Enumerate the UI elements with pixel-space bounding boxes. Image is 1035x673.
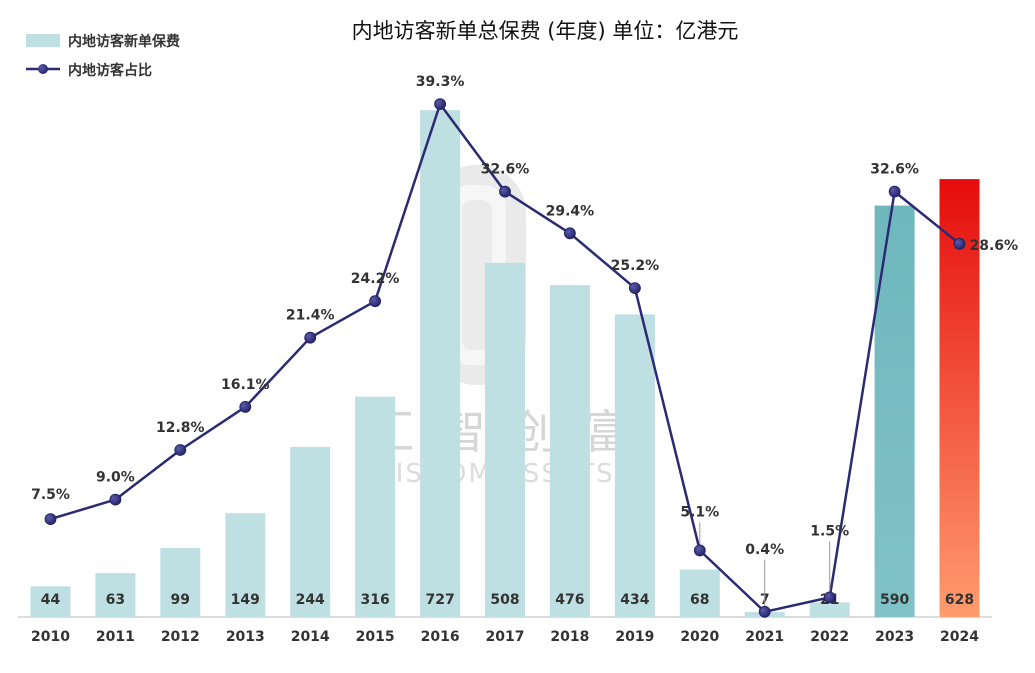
bars-layer (30, 110, 980, 617)
x-tick-2015: 2015 (356, 629, 395, 645)
pct-label-2023: 32.6% (870, 162, 919, 178)
line-point-2023[interactable] (888, 185, 901, 198)
line-point-2013[interactable] (239, 400, 252, 413)
legend: 内地访客新单保费 内地访客占比 (26, 33, 180, 79)
bar-2016[interactable] (420, 110, 461, 617)
bar-value-label-2017: 508 (490, 592, 519, 608)
x-tick-2020: 2020 (680, 629, 719, 645)
pct-label-2022: 1.5% (810, 523, 849, 539)
bar-2014[interactable] (290, 446, 331, 617)
bar-value-label-2024: 628 (945, 592, 974, 608)
line-point-2019[interactable] (629, 282, 641, 295)
line-point-2022[interactable] (823, 591, 836, 604)
legend-bar-swatch (26, 34, 60, 47)
x-tick-2019: 2019 (615, 629, 654, 645)
legend-marker-icon (38, 64, 48, 74)
line-point-2010[interactable] (44, 513, 57, 525)
line-point-2016[interactable] (434, 98, 447, 110)
bar-2018[interactable] (549, 285, 590, 617)
x-tick-2016: 2016 (421, 629, 460, 645)
x-tick-2022: 2022 (810, 629, 849, 645)
pct-label-2014: 21.4% (286, 308, 335, 324)
bar-value-label-2019: 434 (620, 592, 649, 608)
pct-label-2024: 28.6% (970, 238, 1019, 254)
bar-2011[interactable] (95, 573, 136, 617)
bar-2023[interactable] (874, 205, 915, 617)
pct-label-2019: 25.2% (611, 258, 660, 274)
bar-2013[interactable] (225, 513, 266, 617)
line-layer (44, 98, 966, 618)
bar-2020[interactable] (679, 569, 720, 617)
x-tick-2013: 2013 (226, 629, 265, 645)
bar-2024[interactable] (939, 179, 980, 617)
bar-value-label-2023: 590 (880, 592, 909, 608)
x-tick-2012: 2012 (161, 629, 200, 645)
line-point-2020[interactable] (693, 544, 706, 557)
pct-label-2018: 29.4% (546, 203, 595, 219)
bar-value-label-2018: 476 (555, 592, 584, 608)
chart-title: 内地访客新单总保费 (年度) 单位：亿港元 (352, 19, 739, 43)
pct-label-2010: 7.5% (31, 487, 70, 503)
x-tick-2024: 2024 (940, 629, 979, 645)
bar-value-label-2011: 63 (106, 592, 125, 608)
bar-value-label-2010: 44 (41, 592, 61, 608)
bar-value-label-2013: 149 (231, 592, 260, 608)
bar-value-label-2015: 316 (360, 592, 389, 608)
pct-labels-layer: 7.5% 9.0% 12.8% 16.1% 21.4% 24.2% 39.3% 32.6% 29… (31, 74, 1018, 606)
bar-value-label-2016: 727 (425, 592, 454, 608)
line-point-2021[interactable] (758, 605, 771, 618)
pct-label-2020: 5.1% (680, 504, 719, 520)
pct-label-2011: 9.0% (96, 470, 135, 486)
bar-2022[interactable] (809, 602, 850, 617)
legend-item-line[interactable]: 内地访客占比 (26, 62, 152, 79)
pct-label-2021: 0.4% (745, 542, 784, 558)
x-tick-labels: 2010 2011 2012 2013 2014 2015 2016 2017 2018 2019… (31, 629, 979, 645)
x-tick-2021: 2021 (745, 629, 784, 645)
line-point-2015[interactable] (369, 295, 382, 308)
legend-item-bars[interactable]: 内地访客新单保费 (26, 33, 180, 50)
bar-2012[interactable] (160, 548, 201, 617)
x-tick-2014: 2014 (291, 629, 330, 645)
bar-2019[interactable] (614, 314, 655, 617)
bar-2015[interactable] (355, 396, 396, 617)
line-point-2014[interactable] (304, 331, 317, 344)
line-point-2012[interactable] (174, 444, 187, 456)
legend-label-bars: 内地访客新单保费 (68, 33, 180, 50)
line-point-2011[interactable] (109, 493, 122, 506)
line-point-2024[interactable] (953, 237, 966, 250)
bar-value-label-2014: 244 (296, 592, 325, 608)
pct-label-2013: 16.1% (221, 377, 270, 393)
legend-label-line: 内地访客占比 (68, 62, 152, 79)
bar-value-label-2020: 68 (690, 592, 709, 608)
pct-label-2017: 32.6% (481, 162, 530, 178)
x-tick-2010: 2010 (31, 629, 70, 645)
x-tick-2023: 2023 (875, 629, 914, 645)
x-tick-2018: 2018 (550, 629, 589, 645)
line-point-2018[interactable] (564, 227, 576, 240)
bar-2010[interactable] (30, 586, 71, 617)
x-tick-2011: 2011 (96, 629, 135, 645)
line-point-2017[interactable] (499, 185, 511, 198)
pct-label-2015: 24.2% (351, 271, 400, 287)
x-tick-2017: 2017 (486, 629, 525, 645)
bar-2017[interactable] (485, 262, 525, 617)
pct-label-2016: 39.3% (416, 74, 465, 90)
pct-label-2012: 12.8% (156, 420, 205, 436)
bar-value-label-2012: 99 (171, 592, 190, 608)
